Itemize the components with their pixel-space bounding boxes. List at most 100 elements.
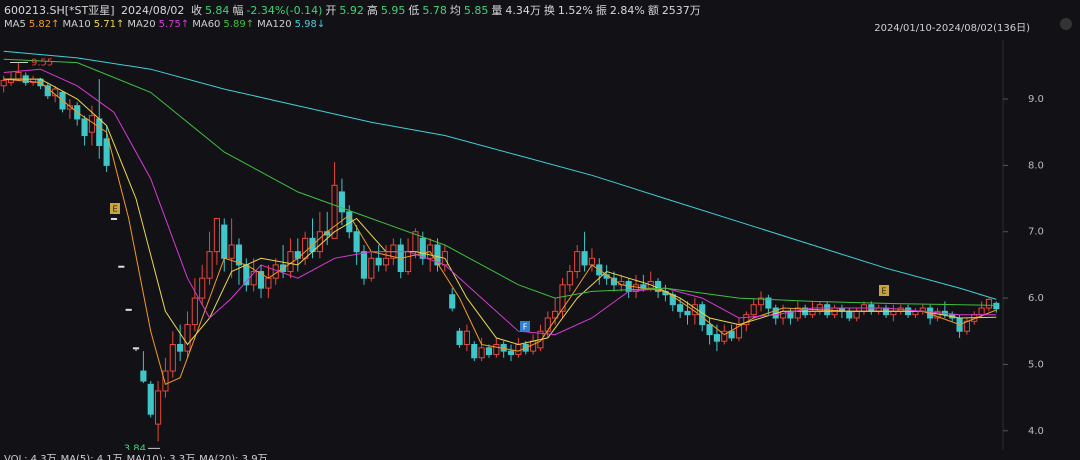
candle-body	[169, 344, 176, 372]
field-value: 5.92	[339, 4, 364, 17]
field-label: 开	[325, 4, 337, 17]
legend-value: 5.89↑	[223, 19, 255, 30]
volume-header: VOL: 4.3万 MA(5): 4.1万 MA(10): 3.3万 MA(20): …	[4, 450, 272, 460]
candle-body	[890, 310, 897, 316]
candle-body	[184, 324, 191, 352]
candle-body	[66, 105, 73, 110]
y-tick-label: 7.0	[1028, 227, 1044, 238]
field-value: 5.85	[463, 4, 489, 17]
chart: E F E 4.0 5.0 6.0 7.0 8.0 9.0 9.55 3.84	[0, 18, 1072, 450]
field-label: 振	[595, 4, 607, 17]
symbol: 600213.SH[*ST亚星]	[4, 4, 115, 17]
candle-body	[552, 310, 559, 319]
candle-body	[140, 370, 147, 382]
date: 2024/08/02	[121, 4, 185, 17]
candle-body	[463, 330, 470, 346]
event-label: E	[112, 205, 117, 214]
y-tick-label: 4.0	[1028, 426, 1044, 437]
ma-line	[3, 78, 997, 346]
ma-line	[3, 78, 997, 385]
candle-body	[257, 271, 265, 289]
candle-body	[191, 297, 198, 326]
field-label: 换	[543, 4, 555, 17]
event-label: F	[523, 323, 528, 332]
legend-value: 5.75↑	[158, 19, 190, 30]
candle-body	[434, 244, 441, 266]
event-label: E	[881, 287, 886, 296]
candle-body	[419, 237, 426, 259]
candle-body	[353, 231, 360, 253]
ma-legend: MA5 5.82↑ MA10 5.71↑ MA20 5.75↑ MA60 5.89↑ MA120…	[4, 19, 328, 30]
candle-body	[574, 251, 581, 273]
candle-body	[177, 344, 184, 352]
field-value: 2.84%	[609, 4, 645, 17]
candle-body	[449, 294, 456, 309]
field-label: 量	[491, 4, 503, 17]
legend-value: 5.82↑	[28, 19, 60, 30]
field-value: 1.52%	[557, 4, 593, 17]
event-icon[interactable]	[110, 203, 120, 214]
candle-body	[0, 79, 7, 87]
legend-name: MA10	[62, 19, 91, 30]
field-label: 额	[647, 4, 659, 17]
event-icon[interactable]	[520, 321, 530, 332]
legend-name: MA5	[4, 19, 26, 30]
candle-body	[559, 284, 566, 312]
event-icon[interactable]	[879, 285, 889, 296]
candle-body	[794, 307, 801, 319]
candle-body	[530, 340, 537, 352]
candle-body	[235, 244, 243, 266]
legend-name: MA20	[127, 19, 156, 30]
candle-body	[265, 277, 272, 289]
candle-body	[478, 347, 485, 359]
candle-body	[213, 217, 220, 253]
candle-body	[206, 251, 213, 279]
high-label: 9.55	[31, 58, 53, 69]
field-value: 5.84	[204, 4, 230, 17]
candle-body	[728, 330, 735, 339]
candle-body	[853, 310, 860, 319]
ma-line	[3, 50, 997, 300]
candle-body	[331, 184, 338, 239]
candle-body	[125, 308, 132, 311]
candle-body	[978, 307, 985, 316]
low-label: 3.84	[124, 443, 146, 450]
y-tick-label: 6.0	[1028, 293, 1044, 304]
candle-body	[765, 297, 772, 309]
candle-body	[221, 224, 228, 259]
quote-header: 600213.SH[*ST亚星] 2024/08/02 收 5.84 幅 -2.34%…	[4, 2, 707, 18]
candle-body	[677, 304, 684, 312]
candle-body	[316, 231, 323, 253]
volume-item: MA(10): 3.3万	[126, 454, 196, 460]
candle-body	[757, 297, 765, 306]
field-value: 5.95	[380, 4, 406, 17]
candle-body	[375, 257, 382, 266]
field-label: 高	[366, 4, 378, 17]
candle-body	[721, 330, 728, 342]
candle-body	[993, 302, 1000, 310]
candle-body	[382, 257, 390, 266]
field-value: 5.78	[422, 4, 447, 17]
y-tick-label: 9.0	[1028, 94, 1044, 105]
field-label: 均	[449, 4, 461, 17]
field-label: 低	[408, 4, 420, 17]
candle-body	[507, 350, 515, 355]
field-label: 收	[190, 4, 202, 17]
legend-name: MA60	[192, 19, 221, 30]
candle-body	[581, 251, 588, 266]
candle-body	[338, 191, 345, 213]
candle-body	[368, 257, 375, 279]
legend-value: 5.98↓	[294, 19, 326, 30]
field-value: 4.34万	[505, 4, 541, 17]
candle-body	[515, 344, 522, 355]
collapse-button[interactable]	[1060, 18, 1072, 30]
legend-name: MA120	[257, 19, 292, 30]
candle-body	[103, 138, 110, 166]
candle-body	[360, 251, 368, 279]
y-tick-label: 8.0	[1028, 160, 1044, 171]
candle-body	[706, 324, 713, 336]
volume-item: MA(5): 4.1万	[60, 454, 123, 460]
candle-body	[493, 344, 500, 355]
ma-line	[3, 68, 997, 336]
